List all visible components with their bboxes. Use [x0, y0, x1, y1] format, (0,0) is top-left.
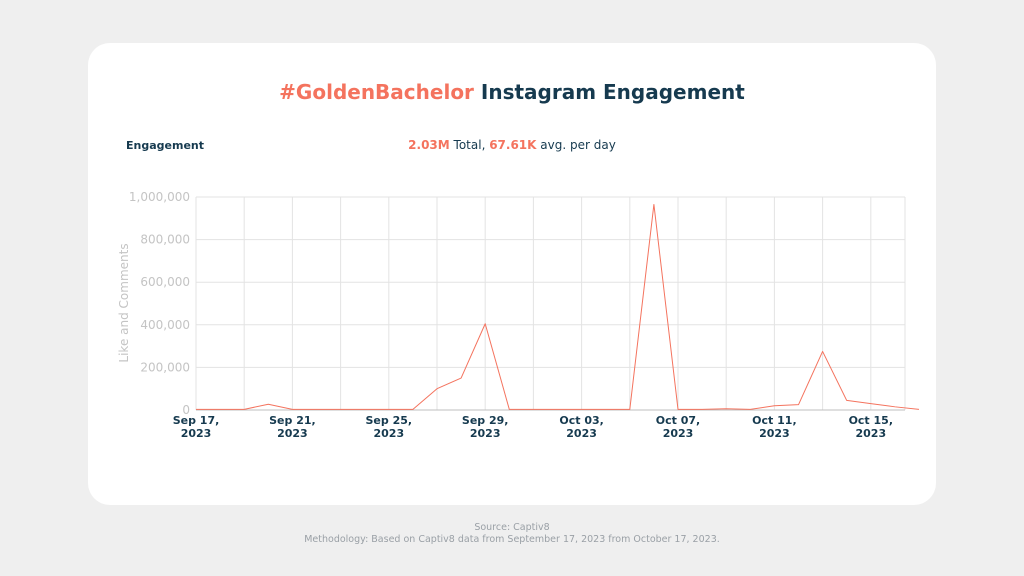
x-tick-date: Oct 15,	[849, 414, 893, 427]
y-axis-ticks: 0 200,000 400,000 600,000 800,000 1,000,000	[129, 190, 190, 417]
x-tick-year: 2023	[470, 427, 501, 440]
source-note: Source: Captiv8	[474, 522, 550, 533]
engagement-summary: 2.03M Total, 67.61K avg. per day	[0, 138, 1024, 152]
x-tick-date: Oct 07,	[656, 414, 700, 427]
chart-grid	[195, 196, 906, 411]
x-tick-year: 2023	[277, 427, 308, 440]
x-tick-label: Oct 11,2023	[752, 414, 796, 440]
page-title: #GoldenBachelor Instagram Engagement	[0, 80, 1024, 104]
x-tick-label: Sep 17,2023	[173, 414, 220, 440]
x-tick-year: 2023	[759, 427, 790, 440]
x-tick-label: Oct 03,2023	[559, 414, 603, 440]
avg-text: avg. per day	[536, 138, 616, 152]
x-tick-label: Sep 29,2023	[462, 414, 509, 440]
y-tick-label: 600,000	[140, 275, 190, 289]
chart-series	[196, 203, 920, 410]
title-text: Instagram Engagement	[473, 80, 745, 104]
methodology-note: Methodology: Based on Captiv8 data from …	[304, 534, 720, 545]
series-line	[196, 203, 920, 410]
x-tick-label: Oct 15,2023	[849, 414, 893, 440]
x-tick-year: 2023	[855, 427, 886, 440]
x-tick-year: 2023	[181, 427, 212, 440]
total-text: Total,	[449, 138, 490, 152]
engagement-label: Engagement	[126, 139, 204, 152]
x-tick-date: Sep 25,	[366, 414, 413, 427]
y-tick-label: 1,000,000	[129, 190, 190, 204]
title-hashtag: #GoldenBachelor	[279, 80, 474, 104]
y-axis-label: Like and Comments	[117, 243, 131, 362]
x-tick-year: 2023	[566, 427, 597, 440]
total-value: 2.03M	[408, 138, 450, 152]
x-tick-date: Oct 11,	[752, 414, 796, 427]
chart-card	[88, 43, 936, 505]
y-tick-label: 800,000	[140, 233, 190, 247]
x-tick-date: Sep 29,	[462, 414, 509, 427]
x-tick-date: Sep 21,	[269, 414, 316, 427]
y-tick-label: 200,000	[140, 360, 190, 374]
x-tick-date: Oct 03,	[559, 414, 603, 427]
x-tick-year: 2023	[663, 427, 694, 440]
avg-value: 67.61K	[489, 138, 537, 152]
x-tick-label: Sep 21,2023	[269, 414, 316, 440]
x-tick-date: Sep 17,	[173, 414, 220, 427]
x-tick-year: 2023	[373, 427, 404, 440]
x-tick-label: Oct 07,2023	[656, 414, 700, 440]
footer: Source: Captiv8 Methodology: Based on Ca…	[0, 522, 1024, 546]
x-tick-label: Sep 25,2023	[366, 414, 413, 440]
y-tick-label: 0	[182, 403, 190, 417]
y-tick-label: 400,000	[140, 318, 190, 332]
